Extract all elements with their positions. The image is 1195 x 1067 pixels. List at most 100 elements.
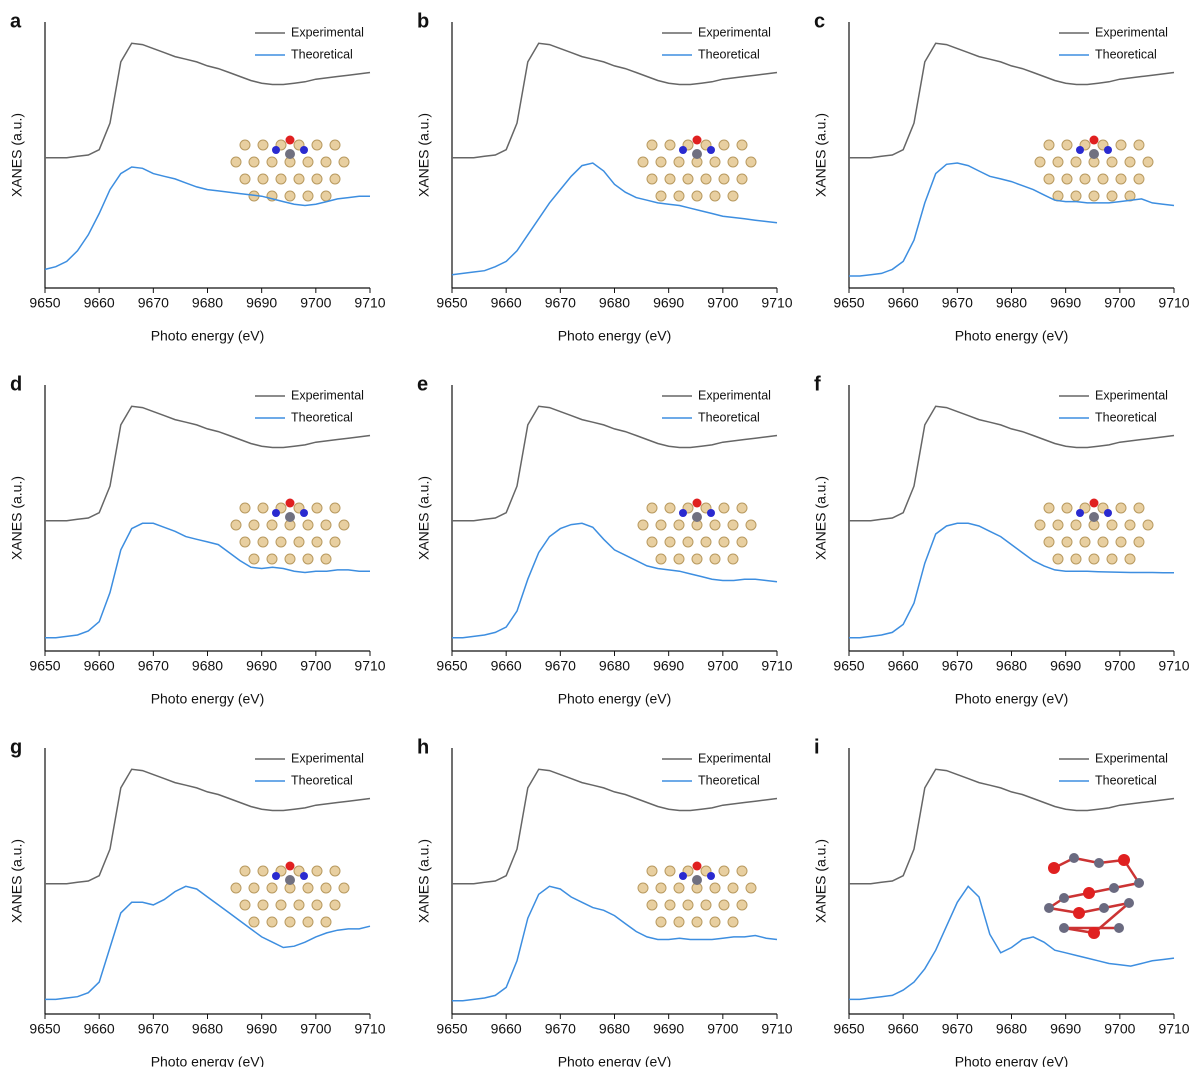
atom [303, 917, 313, 927]
atom [267, 520, 277, 530]
atom [1134, 503, 1144, 513]
atom [1083, 887, 1095, 899]
atom [1116, 140, 1126, 150]
atom [1124, 898, 1134, 908]
atom [710, 554, 720, 564]
atom [710, 520, 720, 530]
atom [1044, 140, 1054, 150]
legend-label: Experimental [698, 388, 771, 402]
atom [1125, 157, 1135, 167]
atom [719, 537, 729, 547]
atom [693, 499, 702, 508]
atom [285, 875, 295, 885]
atom [1071, 191, 1081, 201]
atom [321, 554, 331, 564]
legend-label: Theoretical [698, 410, 760, 424]
atom [258, 537, 268, 547]
atom [1062, 174, 1072, 184]
atom [249, 157, 259, 167]
atom [710, 191, 720, 201]
atom [286, 862, 295, 871]
x-tick-label: 9700 [707, 658, 738, 674]
legend-label: Experimental [698, 25, 771, 39]
x-tick-label: 9680 [599, 295, 630, 311]
x-tick-label: 9670 [138, 658, 169, 674]
x-tick-label: 9710 [354, 1021, 385, 1037]
atom [267, 157, 277, 167]
x-tick-label: 9650 [833, 1021, 864, 1037]
atom [1134, 140, 1144, 150]
atom [1107, 520, 1117, 530]
atom [1116, 537, 1126, 547]
atom [707, 146, 715, 154]
atom [330, 866, 340, 876]
atom [249, 554, 259, 564]
x-tick-label: 9670 [138, 1021, 169, 1037]
legend-label: Theoretical [291, 410, 353, 424]
atom [1089, 191, 1099, 201]
x-tick-label: 9670 [942, 658, 973, 674]
y-axis-label: XANES (a.u.) [9, 113, 25, 197]
legend-label: Theoretical [1095, 410, 1157, 424]
atom [249, 883, 259, 893]
x-tick-label: 9670 [545, 295, 576, 311]
atom [1062, 537, 1072, 547]
atom [1076, 509, 1084, 517]
x-tick-label: 9690 [653, 1021, 684, 1037]
x-tick-label: 9660 [491, 1021, 522, 1037]
atom [1114, 923, 1124, 933]
atom [707, 509, 715, 517]
atom [258, 900, 268, 910]
x-axis-label: Photo energy (eV) [955, 1054, 1069, 1067]
atom [1094, 858, 1104, 868]
atom [728, 917, 738, 927]
atom [683, 174, 693, 184]
x-tick-label: 9690 [653, 658, 684, 674]
atom [240, 900, 250, 910]
x-tick-label: 9650 [436, 295, 467, 311]
atom [737, 866, 747, 876]
atom [1071, 157, 1081, 167]
atom [1044, 174, 1054, 184]
x-tick-label: 9710 [1158, 1021, 1189, 1037]
atom [286, 136, 295, 145]
x-tick-label: 9660 [84, 295, 115, 311]
atom [1089, 554, 1099, 564]
atom [737, 537, 747, 547]
x-tick-label: 9670 [138, 295, 169, 311]
x-tick-label: 9710 [1158, 658, 1189, 674]
atom [330, 174, 340, 184]
x-tick-label: 9710 [354, 658, 385, 674]
atom [321, 157, 331, 167]
atom [674, 191, 684, 201]
atom [638, 883, 648, 893]
x-tick-label: 9690 [246, 658, 277, 674]
y-axis-label: XANES (a.u.) [416, 839, 432, 923]
panel-letter: e [417, 373, 428, 395]
atom [1071, 554, 1081, 564]
atom [728, 520, 738, 530]
atom [330, 537, 340, 547]
atom [719, 866, 729, 876]
x-tick-label: 9680 [996, 1021, 1027, 1037]
atom [728, 191, 738, 201]
atom [1088, 927, 1100, 939]
atom [312, 503, 322, 513]
atom [240, 537, 250, 547]
atom [285, 512, 295, 522]
x-tick-label: 9690 [1050, 295, 1081, 311]
x-tick-label: 9690 [1050, 1021, 1081, 1037]
x-tick-label: 9700 [300, 1021, 331, 1037]
panel: f9650966096709680969097009710Photo energ… [813, 373, 1190, 706]
atom [1107, 554, 1117, 564]
atom [339, 883, 349, 893]
atom [276, 900, 286, 910]
atom [339, 157, 349, 167]
x-tick-label: 9700 [300, 295, 331, 311]
x-tick-label: 9690 [246, 1021, 277, 1037]
atom [1076, 146, 1084, 154]
atom [1035, 157, 1045, 167]
